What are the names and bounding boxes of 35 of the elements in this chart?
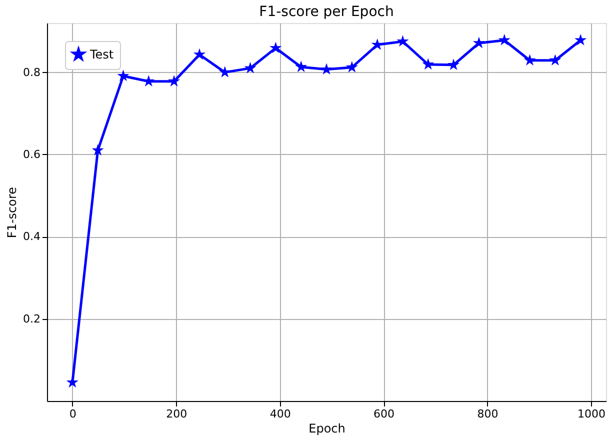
point bbox=[142, 75, 155, 86]
x-tick-label: 1000 bbox=[577, 408, 606, 420]
point bbox=[244, 62, 256, 74]
point bbox=[524, 54, 536, 66]
x-tick-label: 600 bbox=[374, 408, 395, 420]
point bbox=[396, 35, 409, 47]
point bbox=[472, 36, 485, 48]
point bbox=[371, 38, 384, 50]
point bbox=[346, 61, 358, 72]
point bbox=[320, 63, 333, 75]
point bbox=[66, 376, 78, 388]
point bbox=[193, 48, 206, 60]
chart-title: F1-score per Epoch bbox=[259, 4, 394, 20]
x-tick-label: 200 bbox=[166, 408, 188, 420]
point bbox=[92, 144, 104, 156]
point bbox=[422, 58, 434, 70]
point bbox=[448, 58, 460, 70]
y-tick-label: 0.6 bbox=[23, 148, 40, 161]
x-tick-label: 400 bbox=[270, 408, 291, 420]
point bbox=[270, 42, 282, 54]
point bbox=[498, 34, 510, 46]
point bbox=[117, 70, 130, 82]
x-tick-label: 0 bbox=[69, 408, 76, 420]
y-tick-label: 0.4 bbox=[23, 230, 40, 244]
point bbox=[574, 34, 587, 46]
y-axis-title: F1-score bbox=[5, 186, 20, 238]
point bbox=[218, 66, 231, 78]
point bbox=[168, 75, 180, 86]
x-tick-label: 800 bbox=[477, 408, 498, 420]
legend-label: Test bbox=[89, 48, 114, 62]
point bbox=[549, 54, 562, 66]
y-tick-label: 0.2 bbox=[23, 312, 40, 326]
point bbox=[295, 60, 308, 72]
y-tick-label: 0.8 bbox=[23, 66, 40, 79]
x-axis-title: Epoch bbox=[308, 422, 346, 436]
